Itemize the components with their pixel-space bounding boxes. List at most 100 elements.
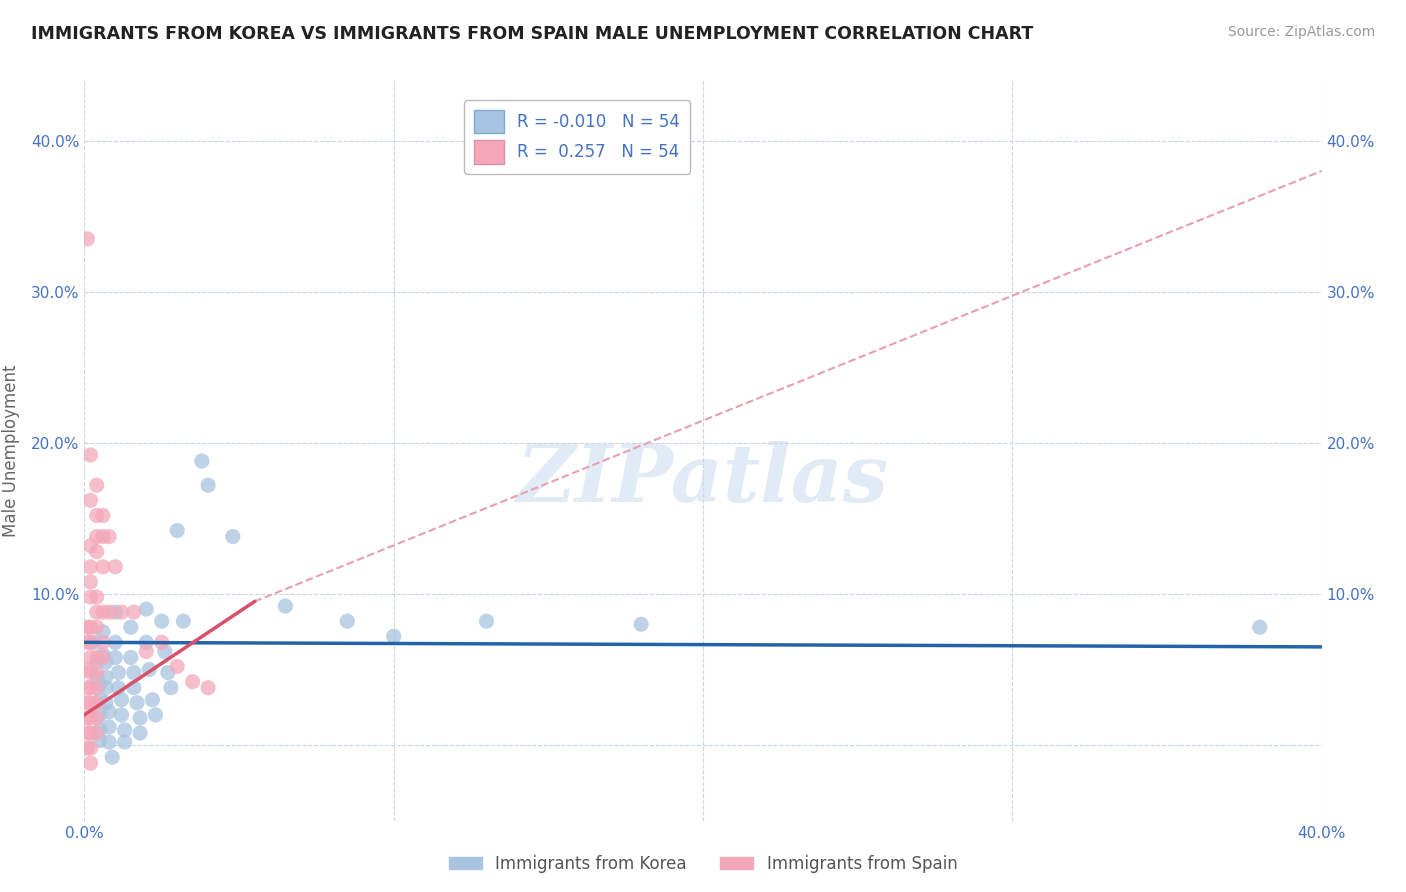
Point: [104, 559, 127, 574]
Point: [274, 599, 297, 613]
Point: [83, 635, 105, 649]
Point: [79, 448, 101, 462]
Point: [129, 711, 152, 725]
Point: [79, 590, 101, 604]
Point: [86, 696, 108, 710]
Point: [76, 711, 98, 725]
Point: [166, 659, 188, 673]
Point: [76, 726, 98, 740]
Point: [76, 620, 98, 634]
Point: [91, 530, 114, 544]
Point: [101, 750, 124, 764]
Point: [89, 692, 111, 706]
Point: [197, 681, 219, 695]
Point: [630, 617, 652, 632]
Point: [110, 692, 132, 706]
Point: [79, 620, 101, 634]
Point: [382, 629, 405, 643]
Point: [104, 650, 127, 665]
Point: [122, 681, 145, 695]
Point: [86, 711, 108, 725]
Text: IMMIGRANTS FROM KOREA VS IMMIGRANTS FROM SPAIN MALE UNEMPLOYMENT CORRELATION CHA: IMMIGRANTS FROM KOREA VS IMMIGRANTS FROM…: [31, 25, 1033, 43]
Point: [79, 726, 101, 740]
Point: [141, 692, 163, 706]
Point: [91, 624, 114, 639]
Point: [1249, 620, 1271, 634]
Point: [91, 508, 114, 523]
Point: [76, 681, 98, 695]
Text: ZIPatlas: ZIPatlas: [517, 442, 889, 519]
Legend: R = -0.010   N = 54, R =  0.257   N = 54: R = -0.010 N = 54, R = 0.257 N = 54: [464, 100, 690, 174]
Point: [156, 665, 179, 680]
Point: [76, 663, 98, 677]
Point: [98, 705, 121, 719]
Point: [107, 681, 129, 695]
Point: [107, 665, 129, 680]
Point: [222, 530, 245, 544]
Point: [86, 544, 108, 558]
Point: [79, 574, 101, 589]
Point: [76, 232, 98, 246]
Point: [86, 508, 108, 523]
Text: Source: ZipAtlas.com: Source: ZipAtlas.com: [1227, 25, 1375, 39]
Point: [98, 720, 121, 734]
Point: [79, 665, 101, 680]
Point: [191, 454, 214, 468]
Point: [172, 614, 194, 628]
Point: [135, 602, 157, 616]
Point: [120, 650, 142, 665]
Point: [336, 614, 359, 628]
Point: [79, 650, 101, 665]
Point: [91, 559, 114, 574]
Point: [150, 614, 173, 628]
Point: [125, 696, 148, 710]
Point: [86, 478, 108, 492]
Point: [89, 678, 111, 692]
Point: [76, 696, 98, 710]
Point: [94, 696, 117, 710]
Point: [104, 635, 127, 649]
Point: [114, 723, 136, 737]
Point: [98, 530, 121, 544]
Point: [475, 614, 498, 628]
Point: [94, 681, 117, 695]
Point: [145, 707, 167, 722]
Y-axis label: Male Unemployment: Male Unemployment: [1, 364, 20, 537]
Point: [79, 681, 101, 695]
Point: [181, 674, 204, 689]
Point: [86, 605, 108, 619]
Point: [153, 644, 176, 658]
Point: [135, 644, 157, 658]
Point: [79, 756, 101, 771]
Point: [86, 590, 108, 604]
Point: [89, 723, 111, 737]
Point: [79, 559, 101, 574]
Point: [110, 707, 132, 722]
Point: [86, 665, 108, 680]
Point: [76, 741, 98, 756]
Point: [91, 605, 114, 619]
Point: [110, 605, 132, 619]
Point: [166, 524, 188, 538]
Point: [138, 663, 160, 677]
Point: [86, 620, 108, 634]
Point: [89, 733, 111, 747]
Point: [91, 650, 114, 665]
Point: [197, 478, 219, 492]
Point: [79, 635, 101, 649]
Point: [94, 670, 117, 684]
Point: [86, 726, 108, 740]
Point: [86, 670, 108, 684]
Point: [135, 635, 157, 649]
Point: [114, 735, 136, 749]
Point: [79, 696, 101, 710]
Point: [86, 681, 108, 695]
Legend: Immigrants from Korea, Immigrants from Spain: Immigrants from Korea, Immigrants from S…: [441, 848, 965, 880]
Point: [86, 530, 108, 544]
Point: [98, 735, 121, 749]
Point: [129, 726, 152, 740]
Point: [79, 741, 101, 756]
Point: [120, 620, 142, 634]
Point: [150, 635, 173, 649]
Point: [79, 539, 101, 553]
